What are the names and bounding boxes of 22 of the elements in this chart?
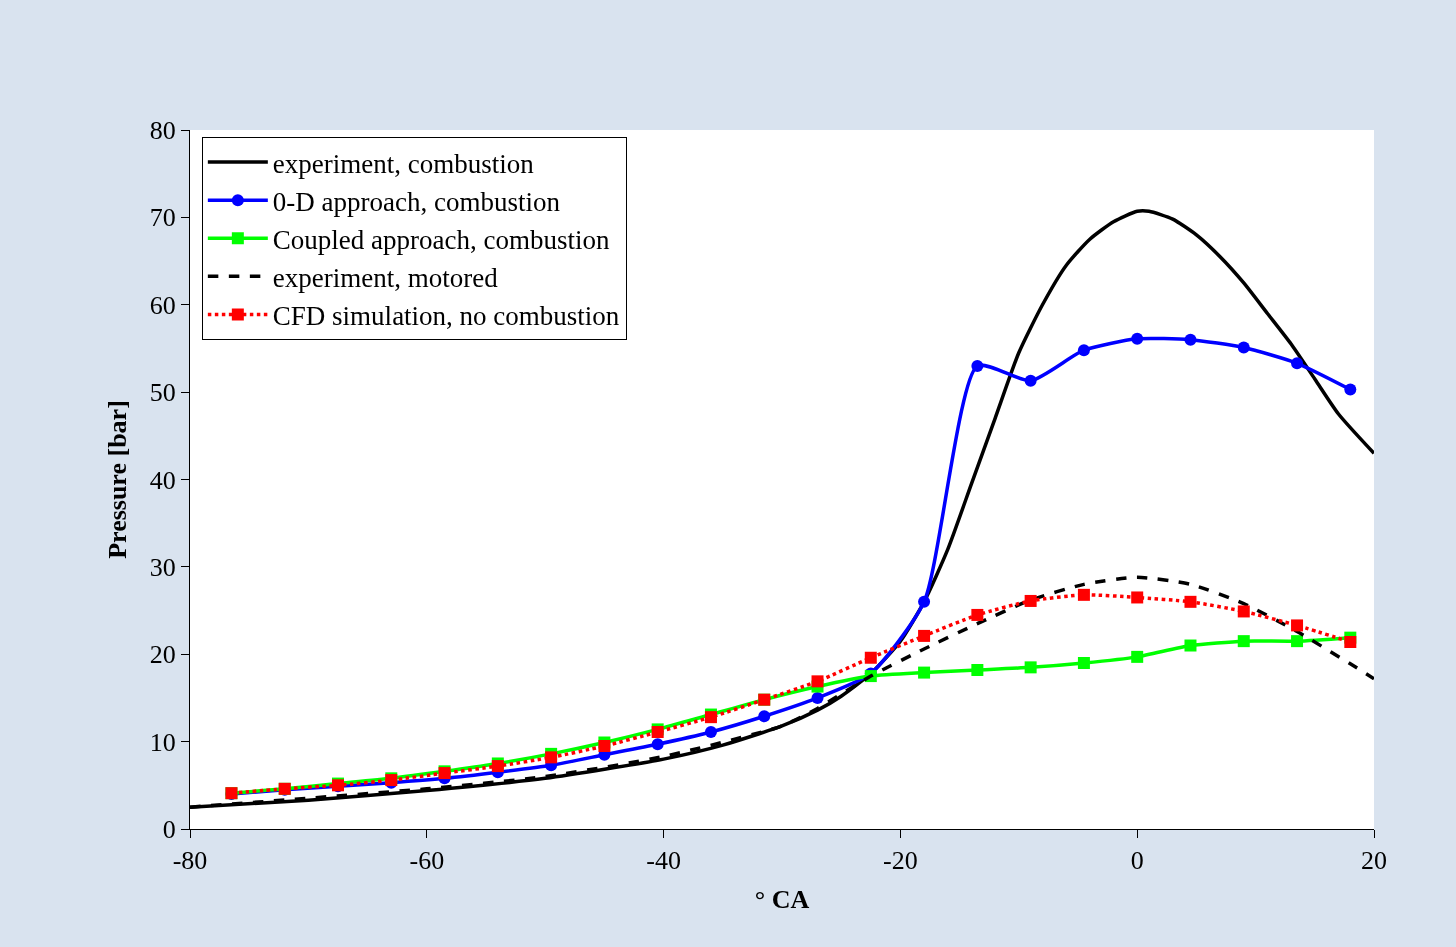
y-tick-label: 80 [149,116,176,146]
y-tick-label: 70 [149,203,176,233]
y-tick-label: 50 [149,378,176,408]
legend-label: CFD simulation, no combustion [272,300,620,331]
legend-label: experiment, motored [272,262,499,293]
y-tick-label: 60 [149,290,176,320]
x-tick-label: -80 [172,846,208,876]
legend-label: Coupled approach, combustion [272,224,611,255]
x-tick-label: 20 [1361,846,1387,876]
legend-label: experiment, combustion [272,148,535,179]
x-tick-label: -40 [646,846,681,876]
x-tick-label: 0 [1130,846,1144,876]
y-tick-label: 40 [149,465,176,495]
y-tick-label: 30 [149,552,176,582]
x-tick-label: -20 [883,846,918,876]
legend-label: 0-D approach, combustion [272,186,561,217]
y-axis-title: Pressure [bar] [103,400,133,559]
x-axis-title: ° CA [754,884,810,914]
x-tick-label: -60 [409,846,445,876]
y-tick-label: 10 [149,727,176,757]
y-tick-label: 20 [149,640,176,670]
y-tick-label: 0 [162,815,176,845]
